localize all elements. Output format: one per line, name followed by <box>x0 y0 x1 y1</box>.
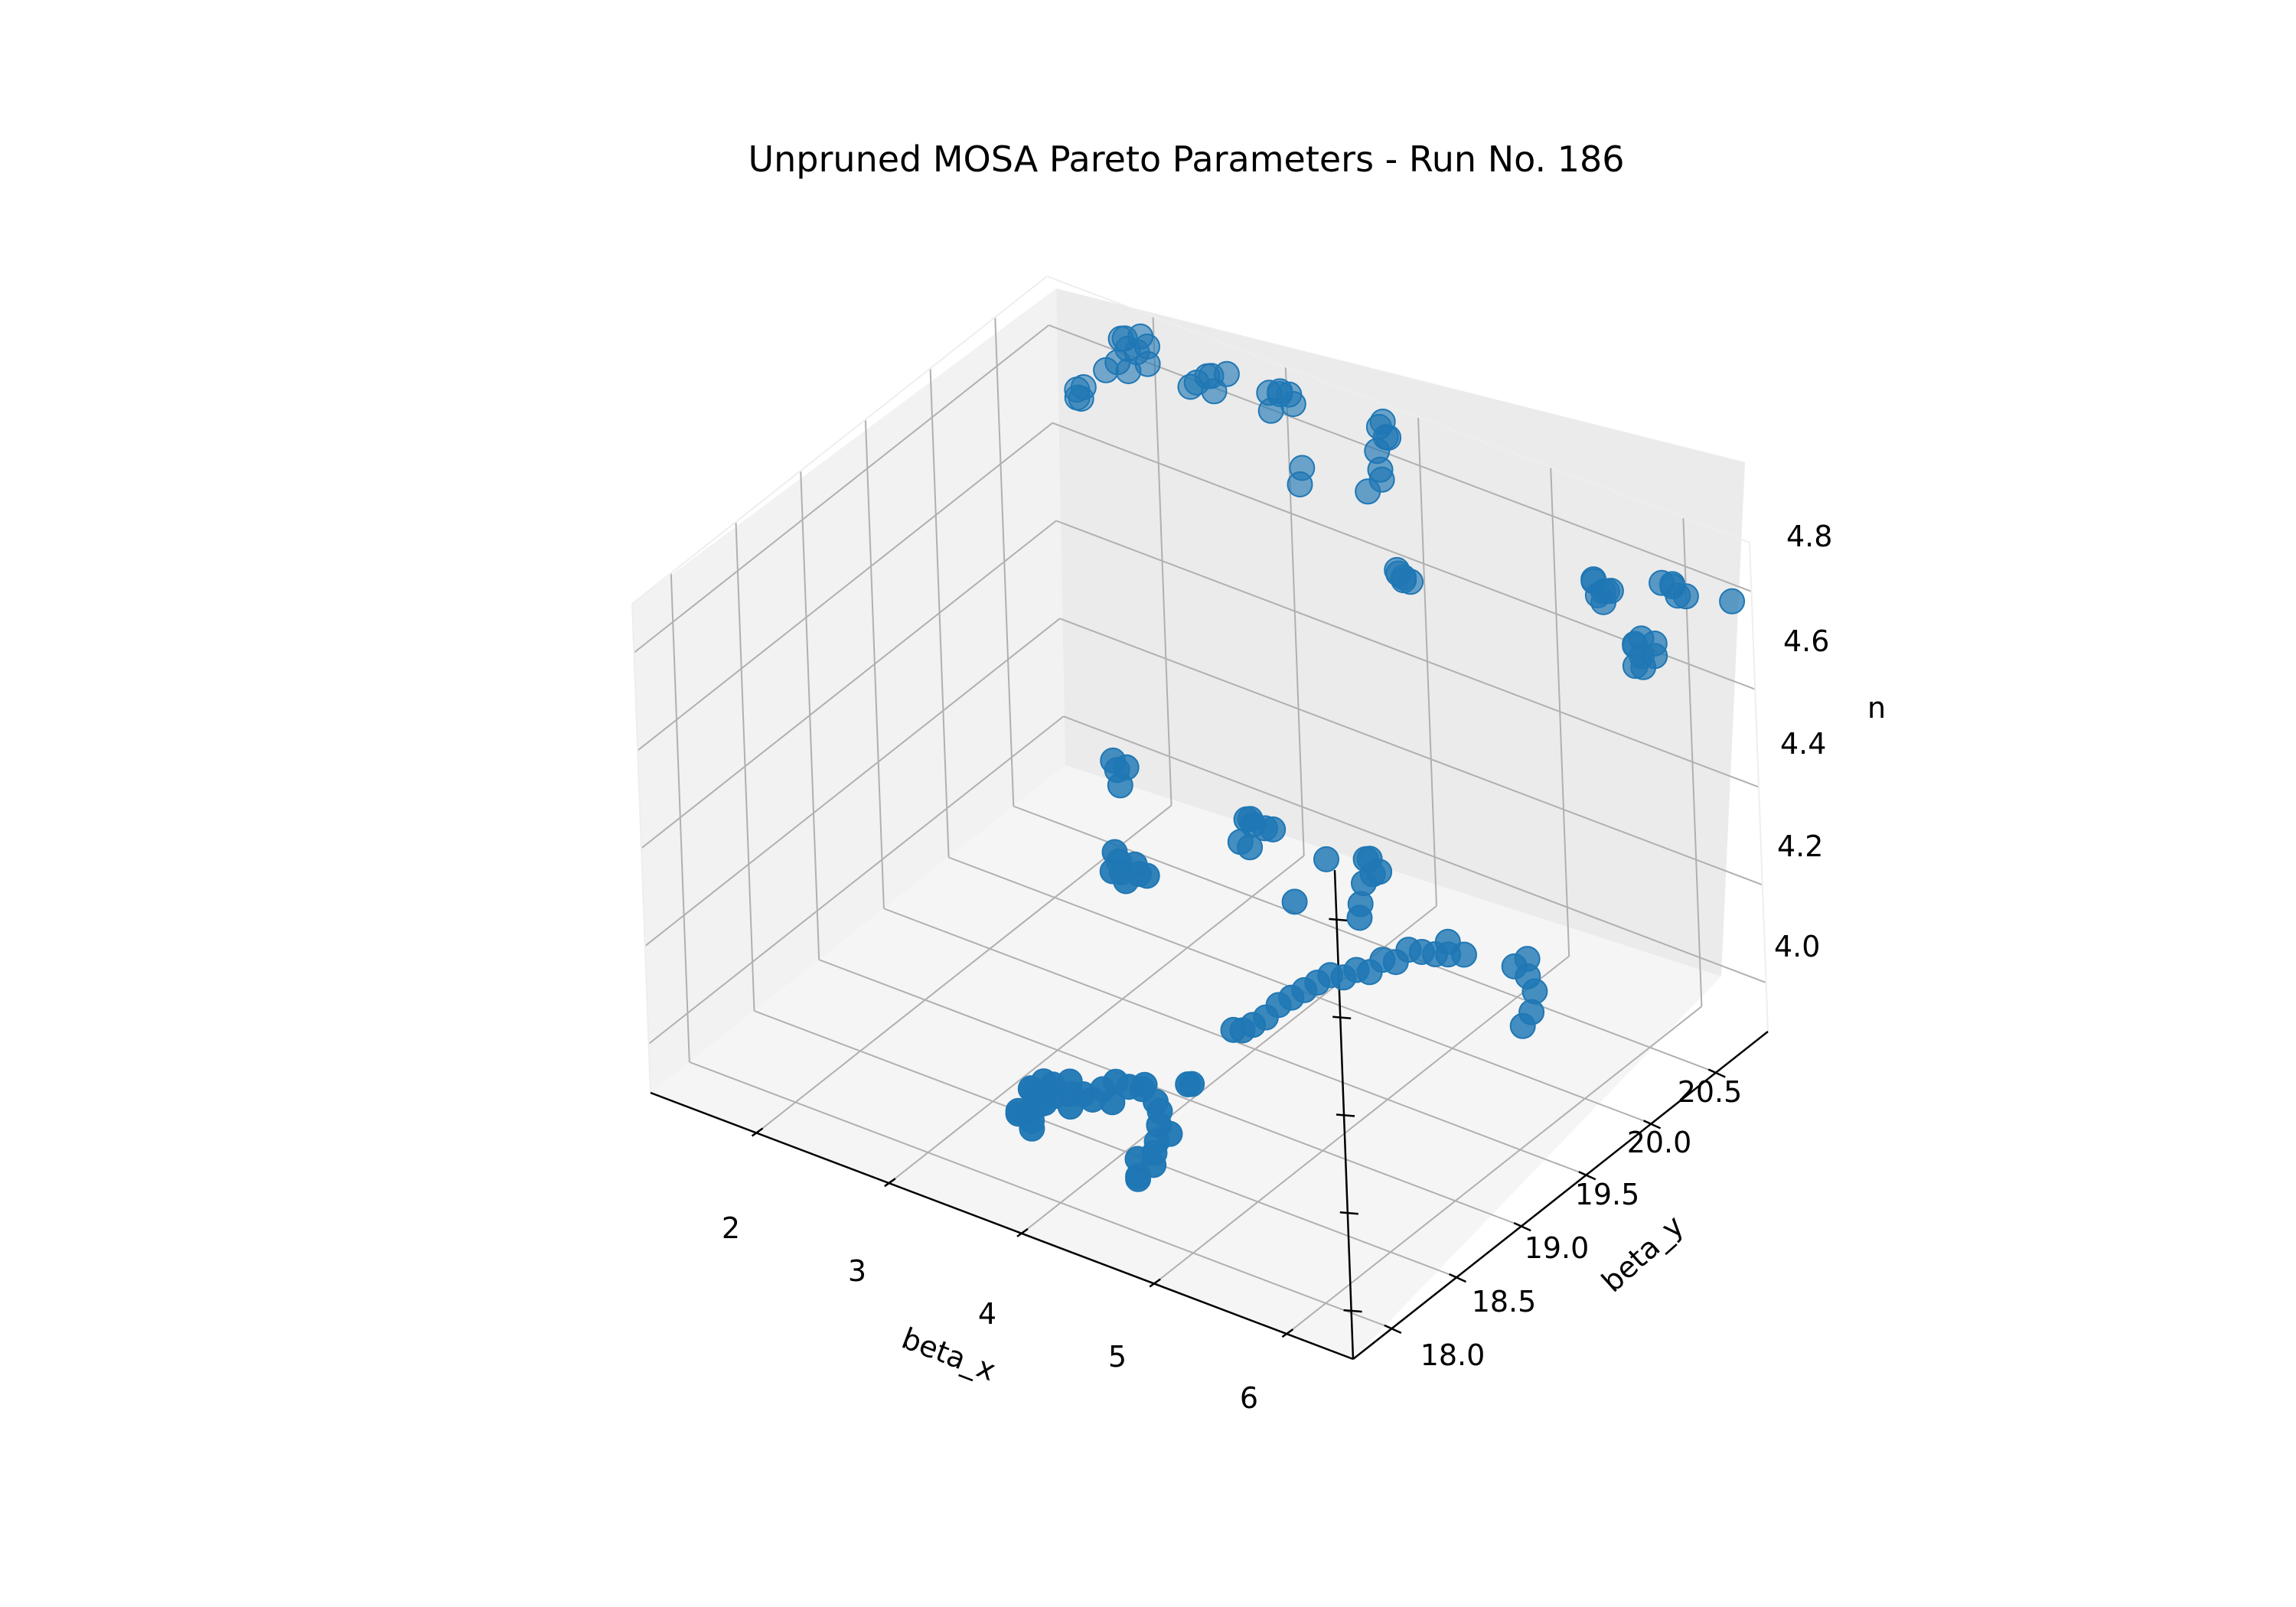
scatter-point <box>1280 391 1306 417</box>
y-tick-mark <box>1578 1171 1596 1181</box>
scatter-point <box>1113 868 1140 895</box>
pane-edge <box>631 275 1048 605</box>
scatter-point <box>1179 1071 1205 1097</box>
grid-line <box>754 1010 1457 1278</box>
ytick-label: 20.5 <box>1678 1075 1743 1109</box>
grid-line <box>647 715 1065 1045</box>
scatter-point <box>1019 1115 1045 1142</box>
pane-edge <box>1749 542 1769 1032</box>
grid-line <box>689 1061 1393 1329</box>
ytick-label: 18.5 <box>1472 1285 1537 1319</box>
scatter-point <box>1227 829 1254 856</box>
y-tick-mark <box>1643 1120 1662 1129</box>
ztick-label: 4.6 <box>1783 624 1829 658</box>
xtick-label: 6 <box>1240 1381 1258 1415</box>
grid-line <box>633 324 1050 654</box>
grid-line <box>1063 715 1766 984</box>
y-tick-mark <box>1448 1273 1467 1283</box>
scatter-point <box>1590 588 1617 615</box>
floor-pane <box>651 765 1721 1359</box>
scatter-point <box>1057 1094 1084 1120</box>
x-tick-mark <box>884 1178 896 1188</box>
x-tick-mark <box>1016 1227 1029 1237</box>
ytick-label: 19.0 <box>1525 1231 1590 1265</box>
scatter-point <box>1391 567 1417 594</box>
ztick-label: 4.4 <box>1780 727 1826 761</box>
ytick-label: 20.0 <box>1627 1126 1692 1159</box>
scatter-point <box>1313 846 1339 872</box>
y-tick-mark <box>1384 1324 1402 1335</box>
chart-title: Unpruned MOSA Pareto Parameters - Run No… <box>748 139 1624 180</box>
scatter-point <box>1068 386 1094 412</box>
ztick-label: 4.2 <box>1777 830 1823 863</box>
grid-line <box>637 422 1053 751</box>
left-pane <box>632 288 1065 1093</box>
y-tick-mark <box>1707 1068 1726 1078</box>
scatter-point <box>1346 905 1373 931</box>
z-axis-label: n <box>1867 691 1886 725</box>
grid-line <box>641 520 1057 849</box>
x-axis-line <box>650 1091 1354 1361</box>
y-axis-label: beta_y <box>1595 1208 1690 1299</box>
scatter-point <box>1093 357 1120 383</box>
x-tick-mark <box>1149 1278 1161 1288</box>
scatter-point <box>1125 1165 1152 1192</box>
z-tick-mark <box>1343 1309 1362 1313</box>
z-tick-mark <box>1339 1211 1358 1215</box>
grid-line <box>755 804 1172 1134</box>
grid-line <box>1153 955 1570 1285</box>
z-tick-mark <box>1332 1015 1352 1019</box>
y-tick-mark <box>1513 1221 1531 1232</box>
ztick-label: 4.0 <box>1774 930 1820 963</box>
scatter-point <box>1287 471 1313 497</box>
scatter-point <box>1220 1016 1247 1043</box>
grid-line <box>818 959 1522 1227</box>
scatter-point <box>1281 888 1308 915</box>
xtick-label: 5 <box>1108 1340 1127 1374</box>
scatter-points <box>1005 323 1746 1192</box>
z-tick-mark <box>1336 1113 1355 1117</box>
scatter-point <box>1719 588 1746 614</box>
scatter-point <box>1257 397 1284 424</box>
ytick-label: 18.0 <box>1420 1338 1486 1372</box>
grid-line <box>1055 520 1760 788</box>
scatter-point <box>1509 1012 1536 1039</box>
grid-line <box>1049 324 1752 592</box>
grid-line <box>644 618 1061 947</box>
xtick-label: 3 <box>848 1254 866 1288</box>
scatter-point <box>1099 1089 1126 1116</box>
z-tick-mark <box>1329 918 1348 922</box>
pane-edge <box>1046 275 1750 543</box>
axis-lines <box>631 275 1769 1361</box>
x-axis-label: beta_x <box>897 1322 1000 1388</box>
scatter-point <box>1630 654 1657 680</box>
y-axis-line <box>1352 1031 1769 1360</box>
grid-line <box>1059 618 1763 886</box>
scatter-point <box>1107 772 1133 799</box>
xtick-label: 4 <box>978 1297 996 1331</box>
scatter-point <box>1134 350 1161 377</box>
grid-line <box>1013 805 1717 1074</box>
tick-labels: 2 3 4 5 6 18.0 18.5 19.0 19.5 20.0 20.5 … <box>722 520 1833 1415</box>
x-tick-mark <box>1281 1328 1294 1338</box>
scatter-point <box>1435 941 1462 968</box>
back-pane <box>1056 288 1745 976</box>
tick-marks <box>751 918 1726 1338</box>
xtick-label: 2 <box>722 1211 740 1245</box>
grid-line <box>1286 1006 1703 1335</box>
pane-edge <box>631 603 651 1094</box>
scatter-point <box>1183 370 1210 396</box>
ztick-label: 4.8 <box>1786 520 1832 553</box>
x-tick-mark <box>751 1127 764 1137</box>
scatter-point <box>1355 478 1381 505</box>
scatter-point <box>1665 582 1691 609</box>
ytick-label: 19.5 <box>1575 1178 1640 1211</box>
grid-line <box>889 855 1305 1184</box>
